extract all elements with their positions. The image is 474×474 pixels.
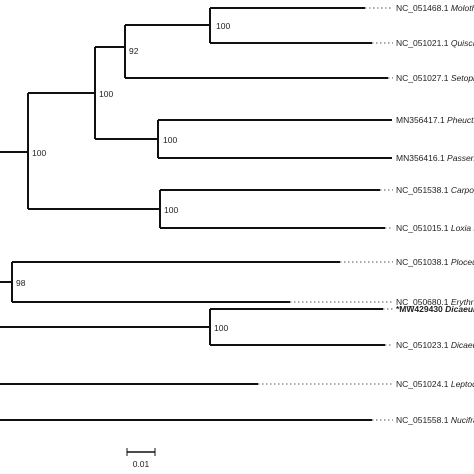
tip-label: NC_051021.1 Quiscalus [396, 38, 474, 48]
tip-label: NC_051468.1 Molothrus [396, 3, 474, 13]
tip-label: NC_051024.1 Leptocom [396, 379, 474, 389]
tip-label: MN356417.1 Pheucticus [396, 115, 474, 125]
tip-label: NC_051538.1 Carpodac [396, 185, 474, 195]
tip-label: NC_051558.1 Nucifrag [396, 415, 474, 425]
tip-label: NC_050680.1 Erythrura [396, 297, 474, 307]
tip-label: NC_051023.1 Dicaeum [396, 340, 474, 350]
tip-label-highlighted: *MW429430 Dicaeum c [396, 304, 474, 314]
support-label: 98 [16, 278, 26, 288]
tip-label: NC_051027.1 Setophag [396, 73, 474, 83]
support-label: 100 [216, 21, 230, 31]
tip-label: MN356416.1 Passerina [396, 153, 474, 163]
support-label: 100 [32, 148, 46, 158]
scale-bar-label: 0.01 [133, 459, 150, 469]
support-label: 100 [163, 135, 177, 145]
support-label: 92 [129, 46, 139, 56]
tip-label: NC_051038.1 Ploceus m [396, 257, 474, 267]
support-label: 100 [214, 323, 228, 333]
support-label: 100 [164, 205, 178, 215]
support-label: 100 [99, 89, 113, 99]
tip-label: NC_051015.1 Loxia leuc [396, 223, 474, 233]
